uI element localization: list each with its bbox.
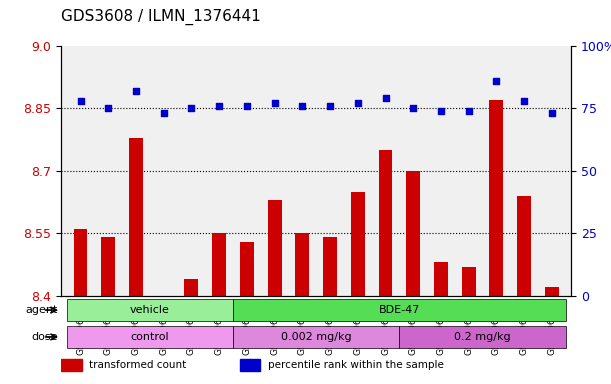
Text: agent: agent [26,305,58,315]
Bar [462,266,475,296]
Bar [61,359,81,371]
Text: 0.2 mg/kg: 0.2 mg/kg [454,332,511,342]
Bar [240,242,254,296]
FancyBboxPatch shape [233,299,566,321]
Point [353,100,363,106]
Point [103,105,113,111]
Point [76,98,86,104]
Point [547,111,557,117]
Bar [323,237,337,296]
Point [159,111,169,117]
Text: GDS3608 / ILMN_1376441: GDS3608 / ILMN_1376441 [61,9,261,25]
Point [214,103,224,109]
Bar [185,279,199,296]
Point [186,105,196,111]
Bar [518,196,531,296]
Point [298,103,307,109]
Text: transformed count: transformed count [89,360,186,370]
Point [381,95,390,101]
Point [269,100,279,106]
Bar [268,200,282,296]
Point [519,98,529,104]
FancyBboxPatch shape [67,326,233,348]
Point [491,78,501,84]
Text: percentile rank within the sample: percentile rank within the sample [268,360,444,370]
Text: vehicle: vehicle [130,305,170,315]
Bar [101,237,115,296]
Bar [73,229,87,296]
Bar [489,100,503,296]
Point [436,108,446,114]
Text: 0.002 mg/kg: 0.002 mg/kg [281,332,351,342]
Text: BDE-47: BDE-47 [379,305,420,315]
Point [131,88,141,94]
FancyBboxPatch shape [400,326,566,348]
Bar [129,137,143,296]
Bar [212,233,226,296]
Text: control: control [131,332,169,342]
Bar [545,287,559,296]
Bar [406,171,420,296]
FancyBboxPatch shape [233,326,400,348]
Text: dose: dose [32,332,58,342]
Point [464,108,474,114]
Point [325,103,335,109]
Point [242,103,252,109]
FancyBboxPatch shape [67,299,233,321]
Bar [295,233,309,296]
Bar [434,262,448,296]
Bar [379,150,392,296]
Bar [351,192,365,296]
Bar [240,359,260,371]
Point [408,105,418,111]
